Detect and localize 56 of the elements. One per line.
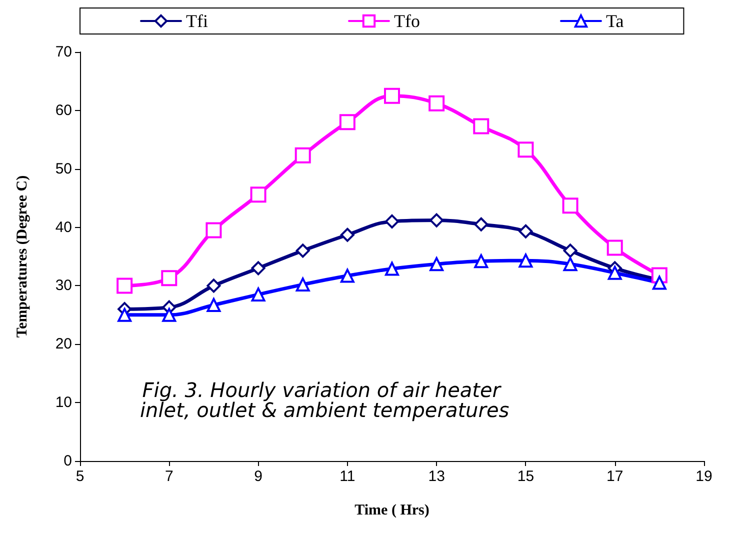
y-tick-label: 60 [55, 102, 72, 119]
point [116, 278, 133, 294]
y-tick-label: 30 [55, 277, 72, 294]
x-tick-label: 5 [76, 468, 84, 485]
x-tick-label: 17 [606, 468, 624, 485]
x-tick-label: 13 [428, 468, 445, 485]
point [518, 224, 533, 238]
x-tick-label: 15 [517, 468, 534, 485]
point [518, 254, 533, 268]
y-tick-label: 40 [55, 218, 72, 236]
legend-label: Ta [606, 11, 624, 31]
point [428, 95, 445, 112]
y-axis-title: Temperatures (Degree C) [14, 175, 30, 338]
legend-label: Tfi [186, 11, 208, 31]
y-tick-label: 20 [55, 336, 72, 353]
point [294, 147, 311, 164]
point [474, 217, 488, 232]
point [385, 262, 399, 276]
point [606, 240, 623, 256]
point [385, 214, 399, 228]
point [474, 254, 488, 268]
point [562, 198, 578, 214]
point [250, 186, 266, 203]
y-tick-label: 10 [55, 394, 72, 412]
x-tick-label: 19 [696, 468, 712, 485]
point [162, 308, 176, 322]
point [296, 244, 310, 258]
legend-label: Tfo [394, 11, 420, 31]
point [340, 228, 354, 242]
point [563, 244, 578, 258]
point [430, 257, 444, 272]
point [384, 88, 400, 104]
point [206, 278, 221, 293]
point [206, 222, 222, 238]
point [118, 308, 132, 322]
x-axis-title: Time ( Hrs) [354, 502, 430, 518]
point [430, 213, 444, 228]
x-tick-label: 7 [164, 468, 174, 485]
point [563, 257, 578, 272]
point [206, 298, 221, 312]
point [251, 261, 266, 276]
point [340, 268, 354, 283]
point [161, 270, 178, 286]
point [608, 266, 622, 280]
x-tick-label: 9 [254, 468, 262, 485]
point [296, 278, 310, 292]
point [473, 118, 490, 134]
annotation: Fig. 3. Hourly variation of air heater inlet, outlet & ambient temperatures [140, 378, 510, 422]
point [339, 114, 356, 130]
point [652, 276, 666, 290]
point [251, 287, 266, 302]
y-tick-label: 70 [55, 44, 72, 60]
y-tick-label: 50 [55, 160, 72, 178]
x-tick-label: 11 [340, 468, 356, 485]
y-tick-label: 0 [64, 452, 72, 470]
point [518, 142, 534, 158]
